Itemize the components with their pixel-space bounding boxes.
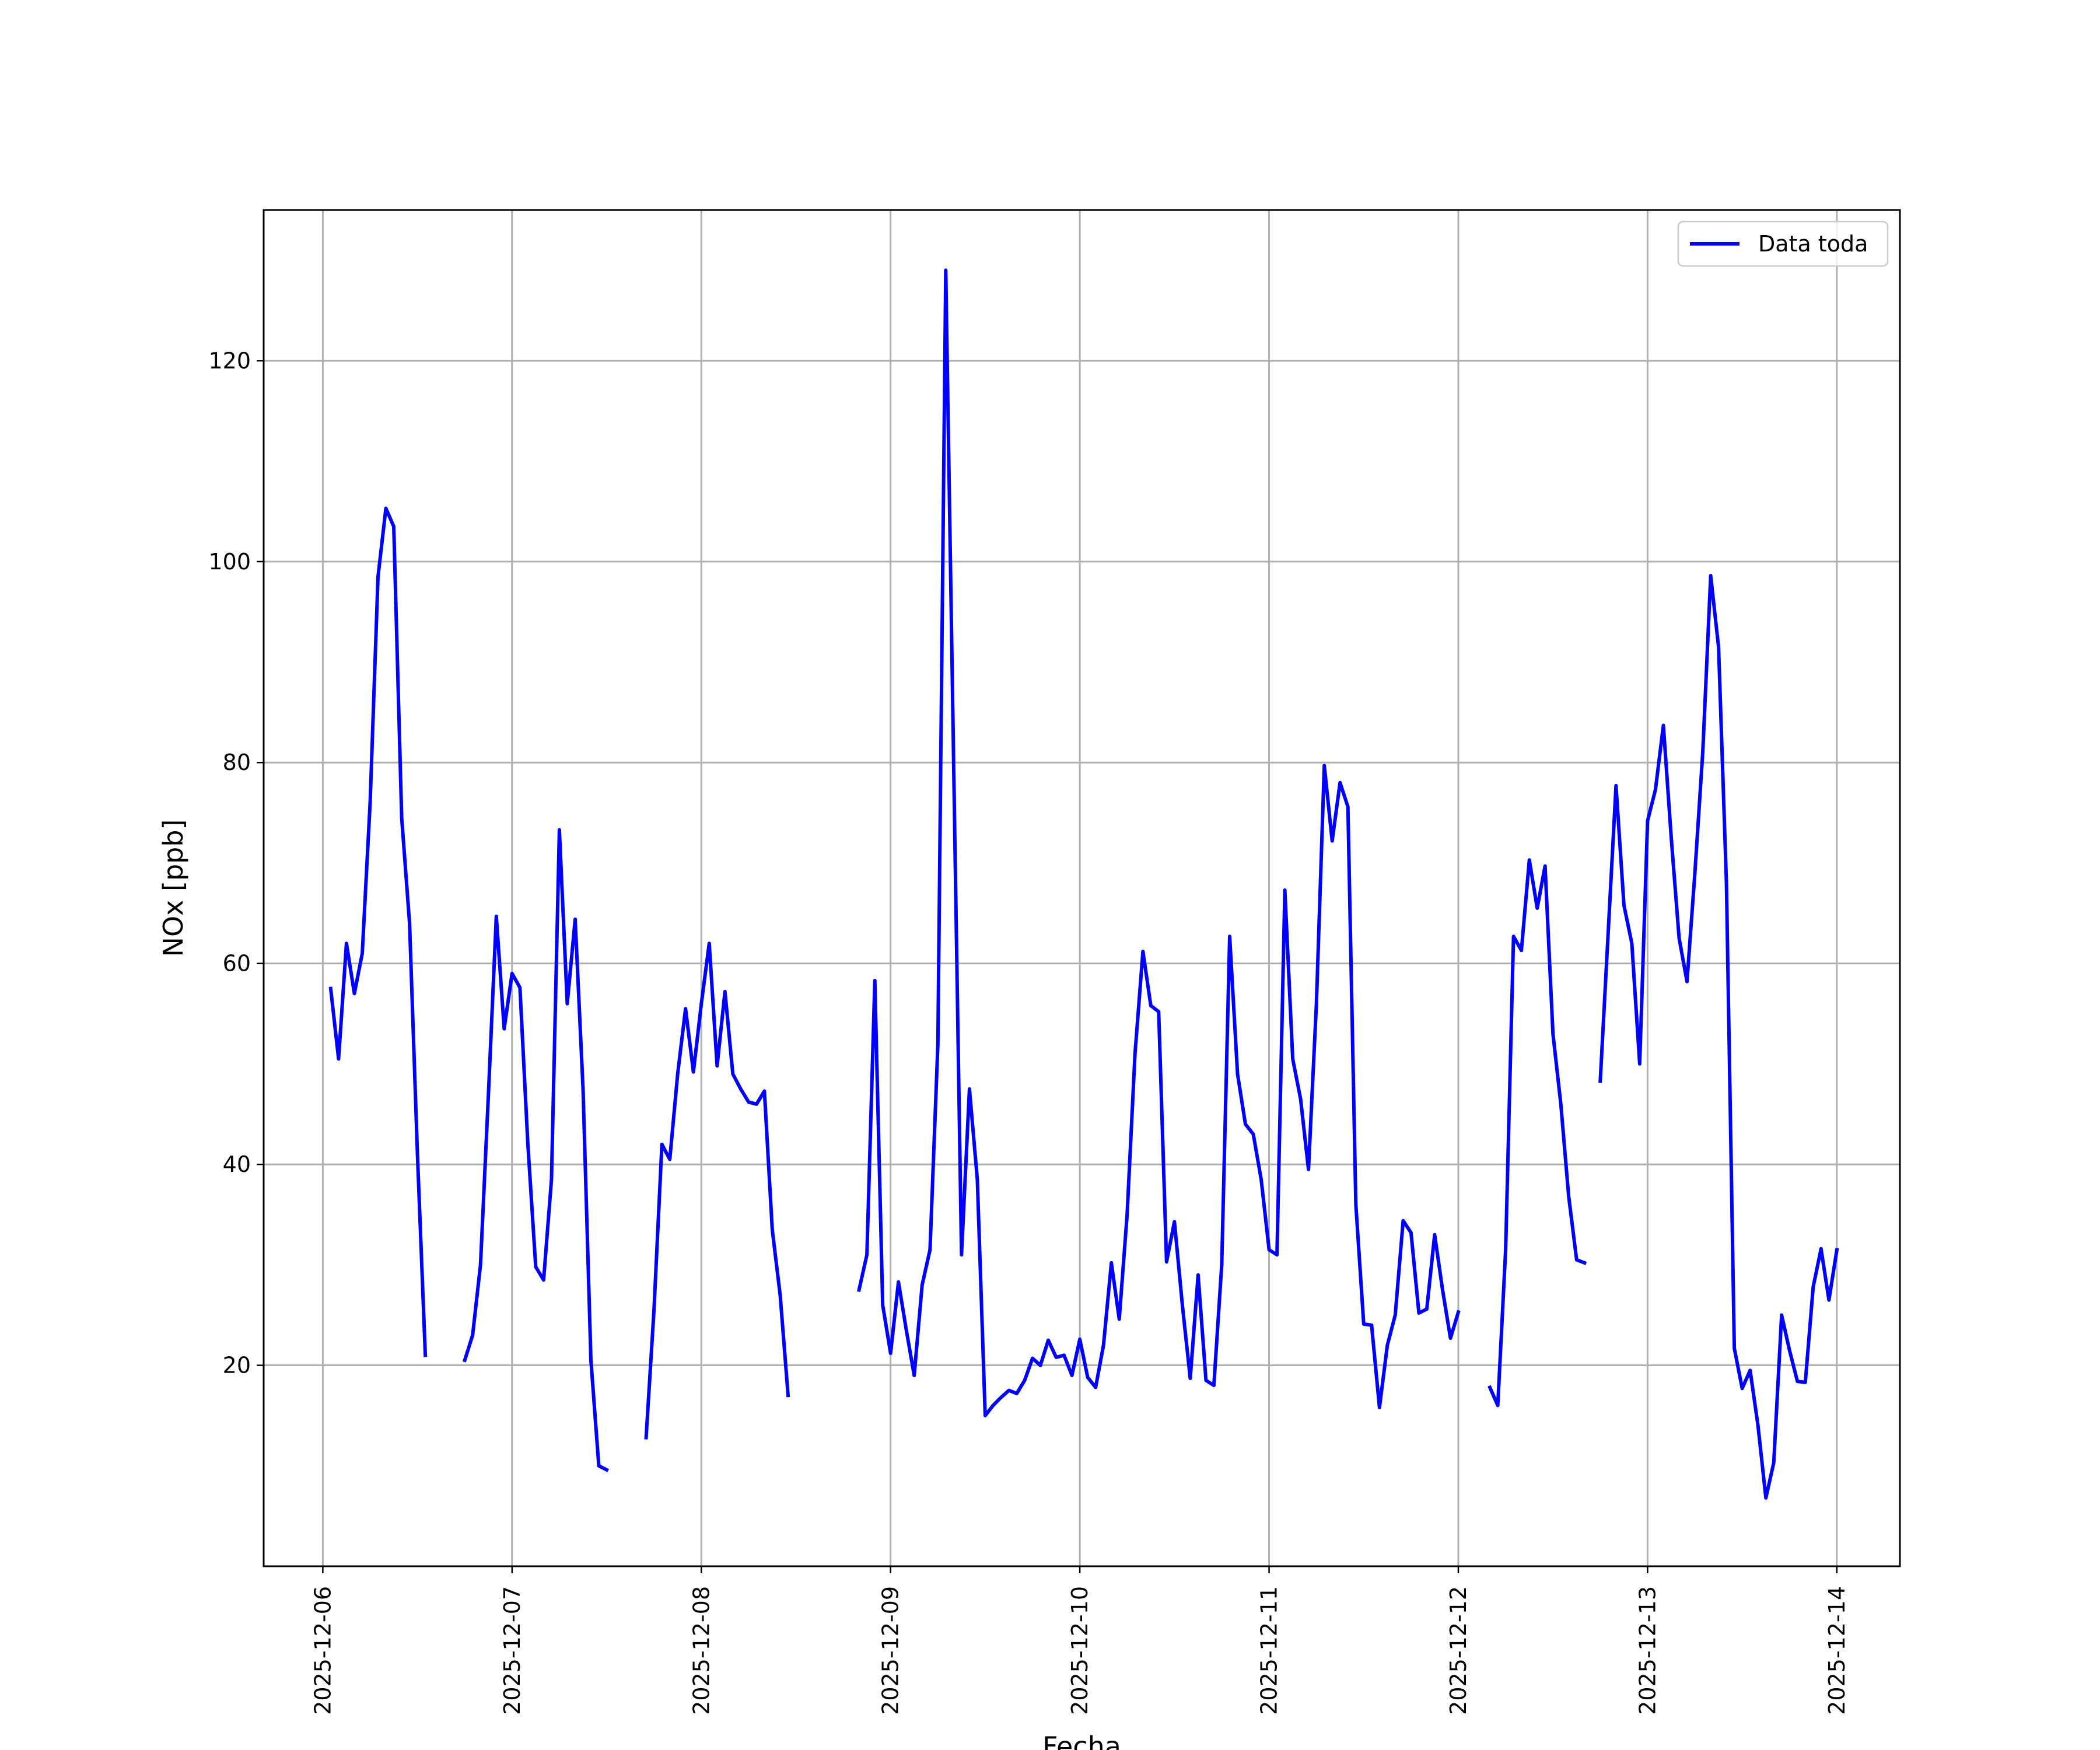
grid-layer [264, 210, 1900, 1566]
plot-area-background [264, 210, 1900, 1566]
y-tick-label: 120 [208, 348, 251, 373]
legend-label-data-toda: Data toda [1758, 231, 1868, 257]
x-tick-label: 2025-12-07 [499, 1586, 525, 1715]
y-tick-label: 40 [223, 1152, 251, 1177]
x-tick-label: 2025-12-09 [878, 1586, 904, 1715]
x-tick-label: 2025-12-13 [1634, 1586, 1660, 1715]
y-tick-label: 100 [208, 549, 251, 575]
legend-box [1677, 220, 1889, 267]
y-axis-label: NOx [ppb] [158, 820, 189, 957]
x-axis-label: Fecha [1042, 1731, 1121, 1750]
plot-frame [262, 209, 1901, 1567]
x-tick-label: 2025-12-08 [688, 1586, 714, 1715]
series-line-segment [328, 506, 428, 1357]
series-line-segment [1488, 858, 1587, 1408]
series-line-segment [1598, 573, 1839, 1500]
series-line-segment [644, 942, 790, 1440]
series-line-segment [462, 828, 610, 1472]
x-tick-label: 2025-12-14 [1824, 1586, 1850, 1715]
y-tick-label: 60 [223, 951, 251, 977]
ticks-layer: 2025-12-06 2025-12-07 2025-12-08 2025-12-09… [208, 348, 1849, 1715]
x-tick-label: 2025-12-11 [1256, 1586, 1282, 1715]
x-tick-label: 2025-12-10 [1067, 1586, 1093, 1715]
legend: Data toda [1677, 220, 1889, 267]
y-tick-label: 20 [223, 1353, 251, 1378]
x-tick-label: 2025-12-06 [310, 1586, 335, 1715]
series-line-segment [857, 268, 1461, 1418]
y-tick-label: 80 [223, 750, 251, 775]
x-tick-label: 2025-12-12 [1446, 1586, 1471, 1715]
series-layer [328, 268, 1839, 1500]
